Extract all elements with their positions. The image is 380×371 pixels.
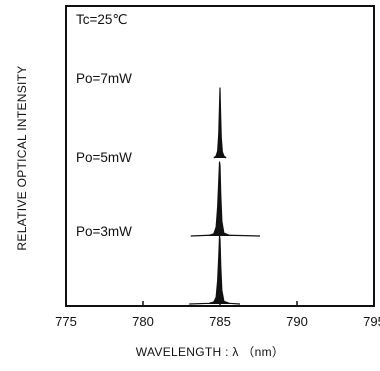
spectrum-line-0 <box>213 87 227 159</box>
y-axis-title: RELATIVE OPTICAL INTENSITY <box>15 65 29 250</box>
annotation-condition: Tc=25℃ <box>76 12 128 27</box>
spectrum-fill-0 <box>213 88 227 158</box>
spectrum-line-1 <box>190 161 261 237</box>
spectrum-fill-1 <box>190 162 261 236</box>
x-axis-title: WAVELENGTH : λ （nm） <box>136 345 284 359</box>
annotation-po-5mw: Po=5mW <box>76 150 132 165</box>
x-tick-label-4: 795 <box>363 314 380 329</box>
spectrum-curves <box>189 87 261 305</box>
x-tick-label-1: 780 <box>132 314 154 329</box>
spectrum-fill-2 <box>189 236 241 304</box>
x-tick-label-3: 790 <box>286 314 308 329</box>
x-axis-ticks: 775 780 785 790 795 <box>55 301 380 329</box>
x-tick-label-2: 785 <box>209 314 231 329</box>
annotation-po-7mw: Po=7mW <box>76 71 132 86</box>
annotation-po-3mw: Po=3mW <box>76 224 132 239</box>
x-tick-label-0: 775 <box>55 314 77 329</box>
spectrum-line-2 <box>189 235 241 305</box>
